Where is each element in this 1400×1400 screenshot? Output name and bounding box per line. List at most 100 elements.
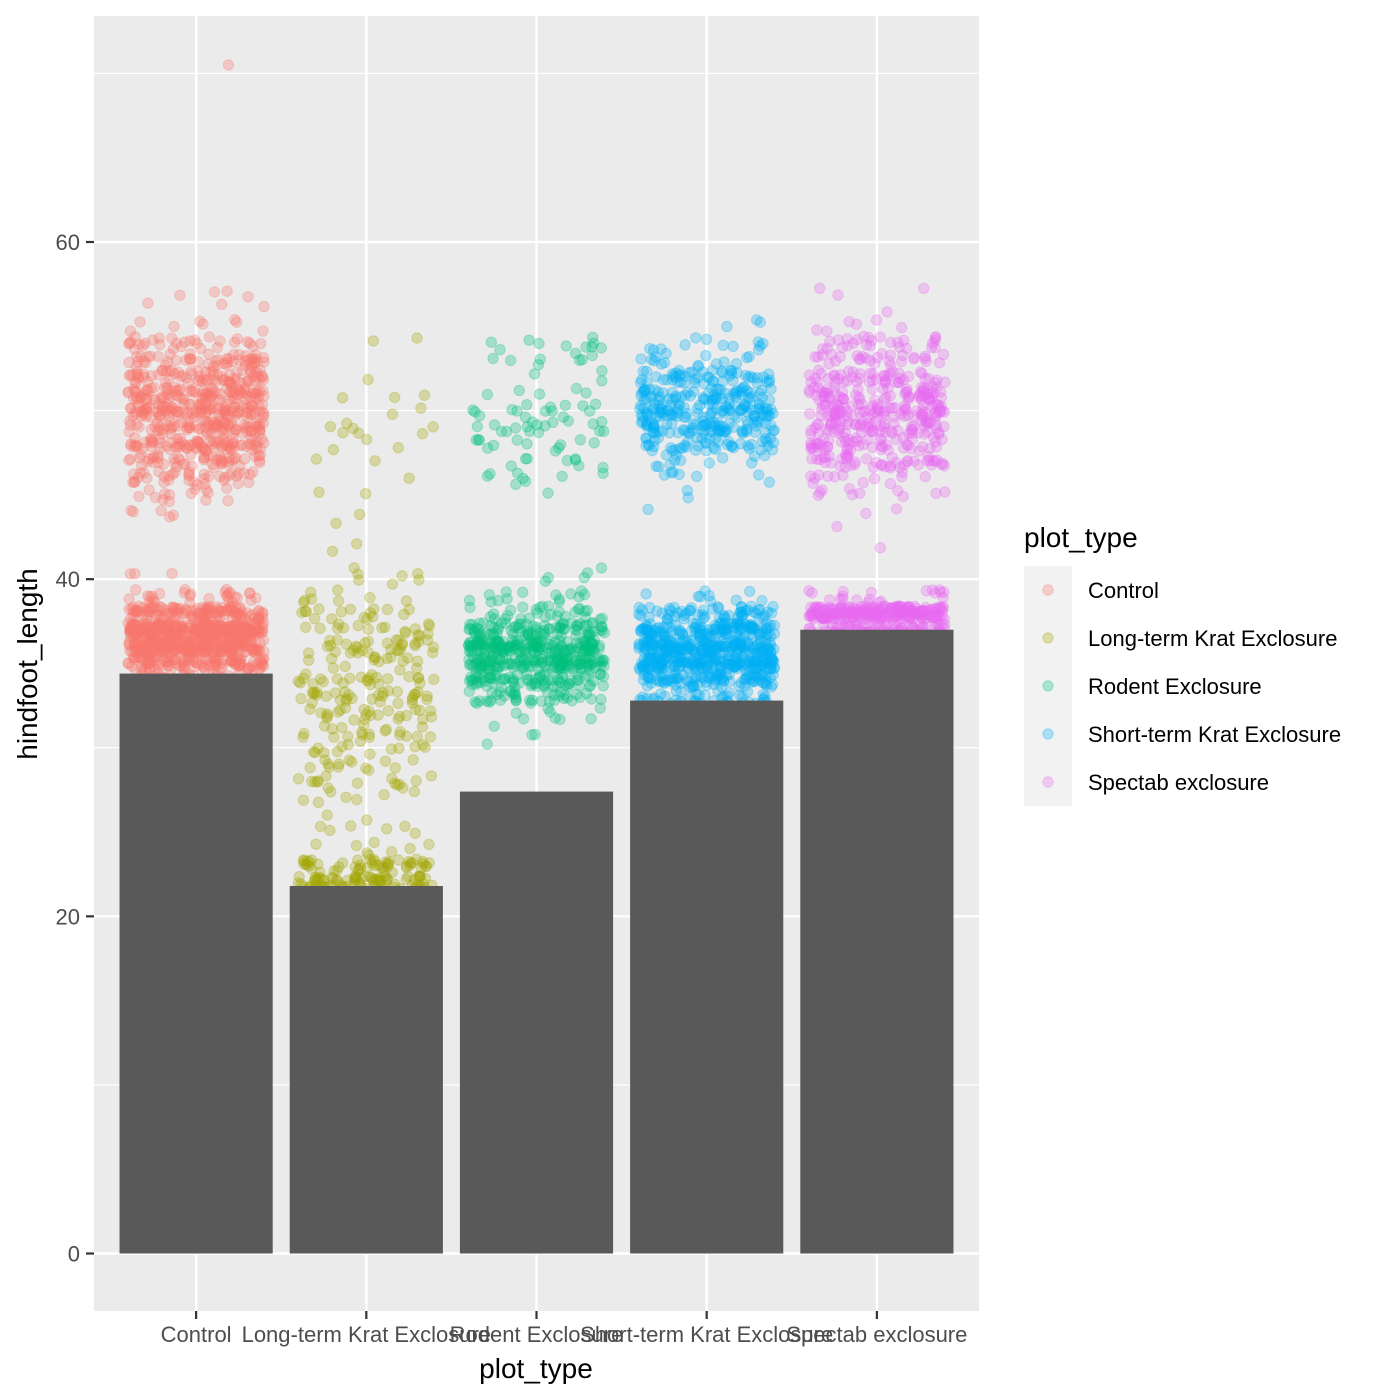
data-point [242,663,254,675]
data-point [247,408,259,421]
data-point [147,394,159,406]
data-point [249,407,261,419]
data-point [182,416,194,428]
data-point [223,369,236,381]
data-point [152,406,165,418]
data-point [197,318,209,330]
data-point [559,399,571,411]
data-point [183,422,196,434]
data-point [396,570,408,582]
data-point [831,520,843,533]
data-point [332,584,344,596]
data-point [507,676,519,688]
data-point [190,405,202,418]
data-point [346,756,358,768]
data-point [650,351,662,363]
data-point [227,437,240,449]
data-point [172,406,185,418]
data-point [214,335,226,347]
data-point [210,375,223,387]
data-point [154,442,166,454]
data-point [588,437,600,449]
data-point [144,411,157,423]
data-point [152,369,165,381]
data-point [226,382,239,394]
data-point [413,574,425,586]
data-point [361,847,373,859]
data-point [230,316,243,328]
data-point [221,443,233,456]
data-point [212,394,225,406]
data-point [128,468,140,480]
data-point [188,411,200,423]
data-point [163,410,175,422]
data-point [183,474,195,486]
data-point [237,364,249,376]
data-point [227,420,240,433]
data-point [254,442,266,455]
data-point [226,467,238,480]
data-point [324,421,337,433]
data-point [352,568,364,580]
data-point [212,409,225,422]
data-point [189,483,201,495]
data-point [144,435,157,448]
data-point [257,417,269,429]
data-point [315,707,327,719]
data-point [242,291,254,303]
data-point [236,427,249,439]
data-point [874,331,886,343]
data-point [843,316,855,328]
data-point [245,425,258,437]
data-point [879,369,891,382]
data-point [310,838,322,850]
data-point [249,390,261,403]
data-point [142,385,154,397]
data-point [255,338,267,350]
data-point [226,454,239,466]
data-point [133,490,145,502]
data-point [194,423,206,435]
data-point [747,675,760,687]
data-point [170,461,183,473]
data-point [861,339,873,351]
data-point [701,628,714,640]
data-point [327,444,340,456]
data-point [351,793,363,806]
data-point [556,618,569,630]
data-point [224,441,236,453]
data-point [192,375,204,387]
bar-spectab-exclosure [800,629,954,1254]
data-point [189,622,201,634]
legend-title: plot_type [1024,522,1138,553]
data-point [234,460,246,472]
data-point [348,714,360,726]
data-point [168,320,180,333]
data-point [254,424,266,436]
data-point [650,371,662,383]
data-point [167,468,179,480]
data-point [239,355,251,367]
data-point [638,661,650,674]
data-point [140,411,152,423]
data-point [253,400,265,412]
data-point [146,433,158,446]
data-point [239,386,251,398]
data-point [254,424,266,436]
data-point [505,354,517,367]
data-point [240,406,252,418]
data-point [208,420,220,432]
data-point [244,421,256,433]
data-point [230,423,242,436]
data-point [218,428,230,440]
data-point [314,820,327,833]
data-point [133,452,146,464]
data-point [594,702,606,714]
data-point [671,410,683,422]
data-point [161,382,173,394]
data-point [543,695,555,708]
data-point [256,608,269,620]
data-point [937,458,949,470]
data-point [393,778,406,791]
data-point [204,393,216,405]
